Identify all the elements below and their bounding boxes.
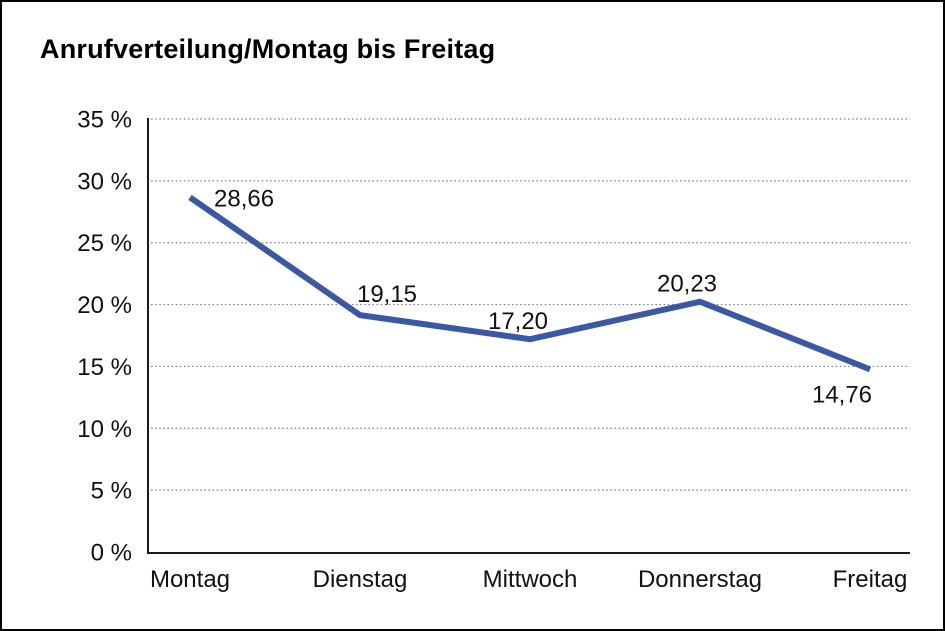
data-point-label: 17,20 [488, 308, 548, 335]
data-point-label: 19,15 [357, 281, 417, 308]
y-tick-label: 15 % [77, 354, 132, 381]
y-tick-label: 35 % [77, 107, 132, 134]
x-axis-label: Freitag [833, 566, 908, 593]
x-axis-label: Mittwoch [483, 566, 578, 593]
y-tick-label: 20 % [77, 292, 132, 319]
series-line [188, 194, 872, 373]
x-axis-label: Donnerstag [638, 566, 762, 593]
y-tick-label: 5 % [91, 478, 132, 505]
y-tick-label: 25 % [77, 230, 132, 257]
y-tick-label: 0 % [91, 540, 132, 567]
data-point-label: 20,23 [657, 271, 717, 298]
data-point-label: 14,76 [812, 381, 872, 408]
x-axis-label: Montag [150, 566, 230, 593]
y-tick-label: 10 % [77, 416, 132, 443]
chart-title: Anrufverteilung/Montag bis Freitag [40, 34, 496, 64]
y-tick-label: 30 % [77, 168, 132, 195]
data-point-label: 28,66 [214, 185, 274, 212]
x-axis-label: Dienstag [313, 566, 408, 593]
